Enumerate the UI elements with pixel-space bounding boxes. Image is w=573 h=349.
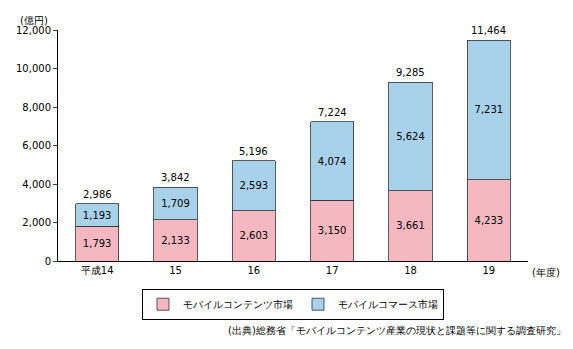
- svg-text:10,000: 10,000: [16, 63, 51, 74]
- svg-text:7,224: 7,224: [318, 107, 347, 118]
- svg-text:5,624: 5,624: [396, 131, 425, 142]
- svg-text:6,000: 6,000: [22, 140, 51, 151]
- svg-text:2,133: 2,133: [161, 235, 190, 246]
- svg-text:(億円): (億円): [20, 15, 48, 26]
- svg-text:3,150: 3,150: [318, 225, 347, 236]
- svg-text:5,196: 5,196: [239, 146, 268, 157]
- svg-text:モバイルコマース市場: モバイルコマース市場: [338, 299, 438, 310]
- svg-text:12,000: 12,000: [16, 25, 51, 36]
- svg-text:1,793: 1,793: [83, 238, 112, 249]
- svg-text:2,603: 2,603: [240, 230, 269, 241]
- svg-text:8,000: 8,000: [22, 102, 51, 113]
- svg-text:9,285: 9,285: [396, 67, 425, 78]
- svg-text:(年度): (年度): [532, 267, 560, 278]
- svg-text:0: 0: [45, 256, 51, 267]
- svg-text:平成14: 平成14: [81, 265, 114, 276]
- svg-text:4,000: 4,000: [22, 179, 51, 190]
- svg-text:15: 15: [169, 265, 182, 276]
- svg-text:19: 19: [482, 265, 495, 276]
- svg-text:3,661: 3,661: [396, 220, 425, 231]
- svg-text:11,464: 11,464: [471, 25, 506, 36]
- svg-text:18: 18: [404, 265, 417, 276]
- svg-text:1,709: 1,709: [161, 198, 190, 209]
- svg-text:3,842: 3,842: [161, 172, 190, 183]
- svg-text:4,233: 4,233: [475, 215, 504, 226]
- svg-text:(出典)総務省「モバイルコンテンツ産業の現状と課題等に関する: (出典)総務省「モバイルコンテンツ産業の現状と課題等に関する調査研究」: [228, 325, 566, 336]
- svg-text:モバイルコンテンツ市場: モバイルコンテンツ市場: [183, 299, 293, 310]
- svg-text:4,074: 4,074: [318, 156, 347, 167]
- svg-text:2,000: 2,000: [22, 217, 51, 228]
- svg-text:2,986: 2,986: [83, 189, 112, 200]
- svg-text:2,593: 2,593: [240, 180, 269, 191]
- svg-text:1,193: 1,193: [83, 210, 112, 221]
- svg-text:16: 16: [247, 265, 260, 276]
- svg-text:7,231: 7,231: [475, 104, 504, 115]
- svg-text:17: 17: [326, 265, 339, 276]
